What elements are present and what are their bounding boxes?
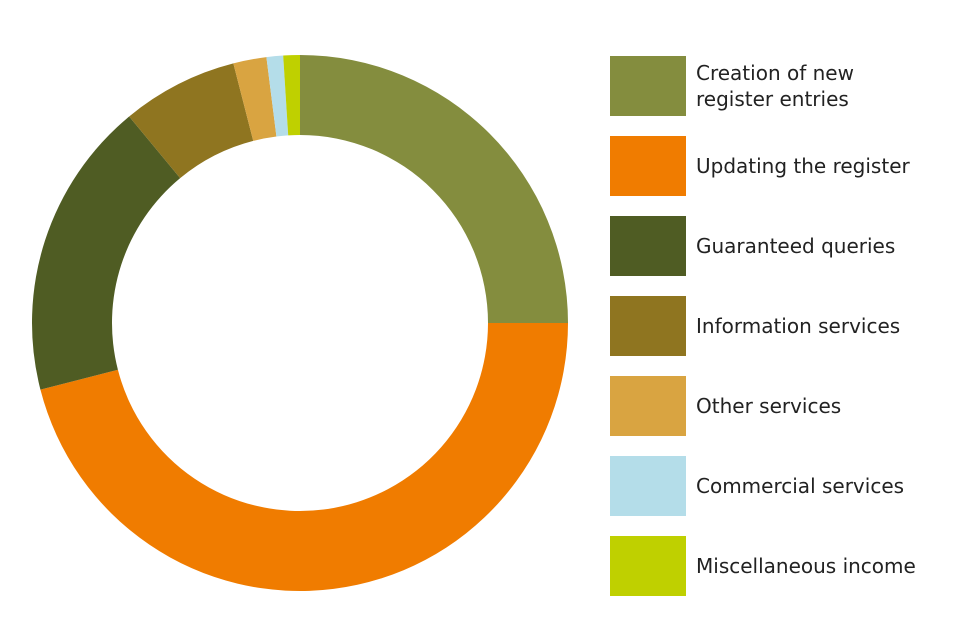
- legend-entry: Commercial services: [610, 456, 936, 516]
- legend-swatch: [610, 216, 686, 276]
- legend-swatch: [610, 456, 686, 516]
- legend-entry: Information services: [610, 296, 936, 356]
- legend-entry: Other services: [610, 376, 936, 436]
- legend-label: Guaranteed queries: [696, 234, 896, 258]
- legend-entry: Updating the register: [610, 136, 936, 196]
- legend-swatch: [610, 376, 686, 436]
- legend-entry: Miscellaneous income: [610, 536, 936, 596]
- legend-swatch: [610, 136, 686, 196]
- legend-label: Commercial services: [696, 474, 905, 498]
- donut-segment: [233, 57, 277, 141]
- legend-label: Other services: [696, 394, 842, 418]
- donut: [31, 55, 568, 591]
- legend-swatch: [610, 536, 686, 596]
- legend-entry: Creation of new register entries: [610, 56, 936, 116]
- donut-segment: [266, 55, 289, 137]
- donut-segment: [31, 116, 181, 390]
- legend-label: Miscellaneous income: [696, 554, 916, 578]
- legend-label: Information services: [696, 314, 901, 338]
- donut-segment: [283, 55, 300, 136]
- legend-swatch: [610, 296, 686, 356]
- legend-label: Updating the register: [696, 154, 910, 178]
- donut-segment: [300, 55, 568, 323]
- donut-segment: [40, 323, 568, 591]
- legend-entry: Guaranteed queries: [610, 216, 936, 276]
- legend-label: Creation of new register entries: [696, 61, 854, 111]
- legend-swatch: [610, 56, 686, 116]
- donut-segment: [129, 63, 254, 179]
